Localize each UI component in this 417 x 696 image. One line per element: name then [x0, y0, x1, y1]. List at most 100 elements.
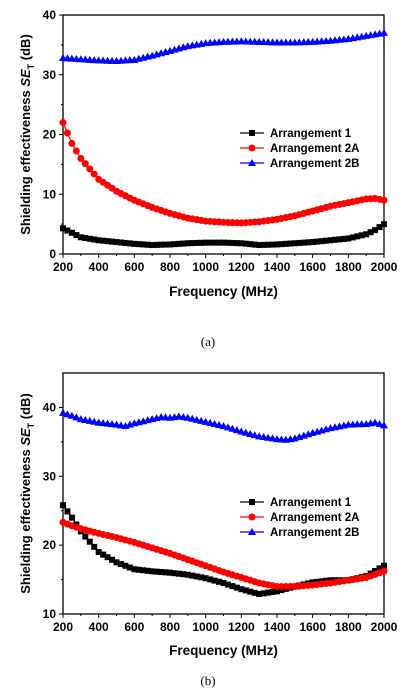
legend-marker — [248, 513, 256, 521]
data-point — [336, 236, 343, 243]
y-axis-label-sub: T — [26, 422, 36, 428]
legend-label: Arrangement 2A — [270, 512, 359, 524]
data-point — [241, 428, 250, 436]
y-tick-label: 20 — [43, 538, 57, 552]
data-point — [104, 238, 111, 245]
series-line — [62, 32, 385, 62]
data-point — [153, 241, 160, 248]
x-tick-label: 400 — [89, 620, 109, 634]
data-point — [371, 418, 380, 426]
chart-panel-b: 200 400 600 800 1000 1200 1400 1600 1800 2000 10 20… — [18, 372, 398, 688]
data-point — [153, 568, 160, 575]
data-point — [104, 554, 111, 561]
x-tick-label: 1800 — [335, 620, 362, 634]
data-point — [220, 580, 227, 587]
data-point — [206, 418, 215, 426]
x-tick-label: 200 — [53, 260, 73, 274]
data-point — [256, 591, 263, 598]
x-tick-label: 400 — [89, 260, 109, 274]
data-point — [238, 586, 245, 593]
data-point — [381, 562, 387, 569]
data-point — [198, 239, 205, 246]
legend-label: Arrangement 1 — [270, 128, 352, 140]
data-point — [64, 508, 71, 515]
data-point — [126, 564, 133, 571]
data-point — [86, 538, 93, 545]
data-point — [224, 581, 231, 588]
data-point — [358, 232, 365, 239]
x-tick-label: 2000 — [371, 620, 398, 634]
x-tick-label: 1600 — [299, 260, 326, 274]
data-point — [86, 165, 94, 173]
data-point — [265, 241, 272, 248]
data-point — [229, 583, 236, 590]
data-point — [349, 234, 356, 241]
data-point — [100, 237, 107, 244]
data-point — [219, 422, 228, 430]
data-point — [376, 565, 383, 572]
y-tick-label: 40 — [43, 400, 57, 414]
data-point — [95, 549, 102, 556]
data-point — [109, 238, 116, 245]
legend-marker — [248, 528, 256, 535]
data-point — [197, 416, 206, 424]
data-point — [59, 119, 67, 127]
data-point — [117, 239, 124, 246]
legend-label: Arrangement 2A — [270, 143, 359, 155]
data-point — [375, 419, 384, 427]
y-axis-label-var: SE — [18, 69, 33, 87]
data-point — [68, 139, 76, 147]
y-tick-label: 10 — [43, 187, 57, 201]
data-point — [242, 240, 249, 247]
data-point — [367, 229, 374, 236]
data-point — [135, 566, 142, 573]
data-point — [380, 567, 388, 575]
data-point — [201, 417, 210, 425]
data-point — [72, 147, 80, 155]
x-tick-label: 1400 — [264, 260, 291, 274]
y-tick-label: 20 — [43, 128, 57, 142]
data-point — [250, 431, 259, 439]
x-axis-label: Frequency (MHz) — [169, 284, 278, 299]
data-point — [327, 237, 334, 244]
data-point — [246, 429, 255, 437]
data-point — [82, 533, 89, 540]
data-point — [167, 569, 173, 576]
data-point — [363, 231, 370, 238]
data-point — [260, 590, 267, 597]
y-tick-label: 30 — [43, 68, 57, 82]
series-arrangement-2b — [59, 28, 388, 65]
y-tick-label: 10 — [43, 607, 57, 621]
data-point — [113, 239, 120, 246]
data-point — [180, 240, 187, 247]
y-axis-label-var: SE — [18, 428, 33, 446]
y-axis-label-prefix: Shielding effectiveness — [18, 446, 33, 594]
data-point — [380, 421, 388, 429]
y-tick-label: 40 — [43, 8, 57, 22]
legend-marker — [248, 159, 256, 166]
legend-marker — [248, 144, 256, 152]
y-axis-label-prefix: Shielding effectiveness — [18, 87, 33, 235]
data-point — [211, 239, 218, 246]
data-point — [122, 562, 129, 569]
x-tick-label: 2000 — [371, 260, 398, 274]
data-point — [318, 238, 325, 245]
data-point — [100, 551, 107, 558]
data-point — [380, 196, 388, 204]
series-arrangement-2a — [59, 518, 388, 590]
y-axis-label: Shielding effectiveness SET (dB) — [18, 34, 36, 235]
data-point — [67, 411, 76, 419]
data-point — [171, 570, 178, 577]
x-tick-label: 1000 — [192, 620, 219, 634]
legend-marker — [249, 130, 255, 136]
data-point — [305, 239, 312, 246]
legend-label: Arrangement 2B — [270, 527, 359, 539]
data-point — [274, 588, 280, 595]
data-point — [144, 241, 151, 248]
data-point — [282, 240, 289, 247]
series-arrangement-2a — [59, 119, 388, 227]
data-point — [309, 239, 316, 246]
data-point — [224, 239, 231, 246]
data-point — [149, 242, 156, 249]
data-point — [158, 568, 165, 575]
